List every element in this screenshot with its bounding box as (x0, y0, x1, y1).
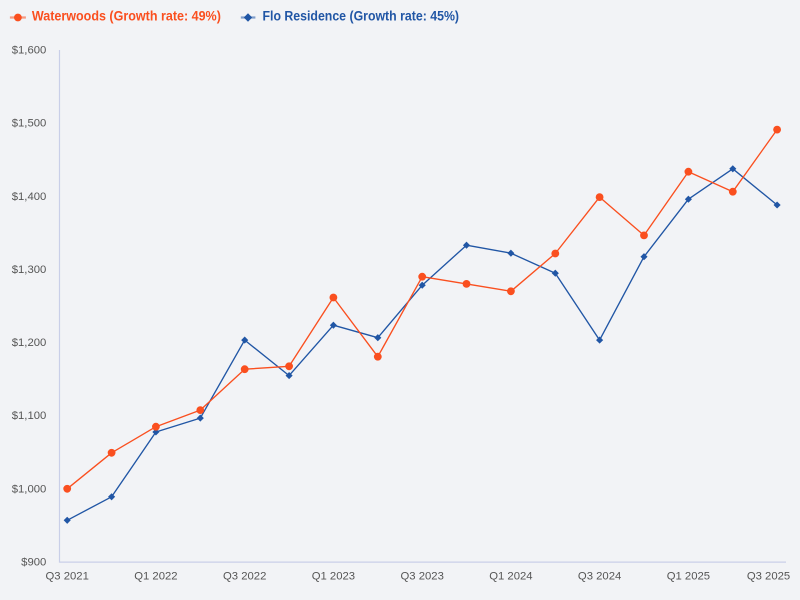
svg-text:Q1 2023: Q1 2023 (312, 570, 355, 582)
svg-text:$1,300: $1,300 (12, 264, 47, 276)
svg-text:Q3 2024: Q3 2024 (578, 570, 621, 582)
svg-text:$900: $900 (21, 556, 46, 568)
svg-text:Flo Residence (Growth rate: 45: Flo Residence (Growth rate: 45%) (263, 8, 460, 23)
svg-text:Q1 2024: Q1 2024 (489, 570, 532, 582)
svg-text:Waterwoods (Growth rate: 49%): Waterwoods (Growth rate: 49%) (32, 8, 221, 23)
svg-text:$1,000: $1,000 (12, 483, 47, 495)
svg-text:Q3 2022: Q3 2022 (223, 570, 266, 582)
svg-text:Q1 2025: Q1 2025 (667, 570, 710, 582)
svg-text:Q3 2023: Q3 2023 (401, 570, 444, 582)
svg-text:Q3 2025: Q3 2025 (747, 570, 790, 582)
svg-text:$1,500: $1,500 (12, 118, 47, 130)
svg-text:$1,100: $1,100 (12, 410, 47, 422)
svg-text:$1,400: $1,400 (12, 191, 47, 203)
svg-text:Q3 2021: Q3 2021 (46, 570, 89, 582)
svg-text:Q1 2022: Q1 2022 (134, 570, 177, 582)
svg-text:$1,600: $1,600 (12, 45, 47, 57)
svg-text:$1,200: $1,200 (12, 337, 47, 349)
